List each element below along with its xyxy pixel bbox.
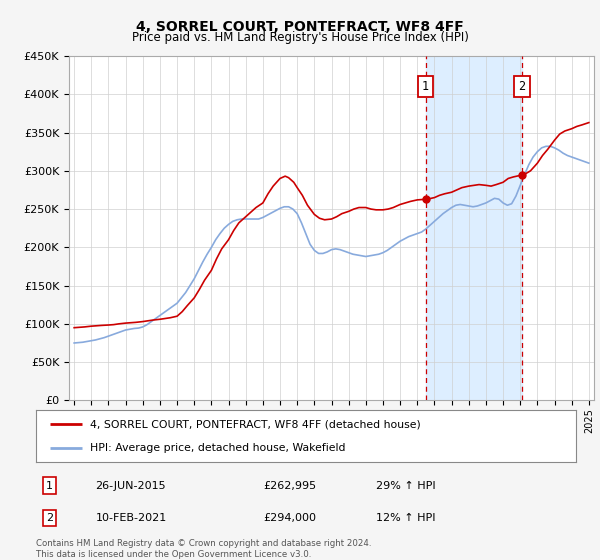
Text: 1: 1 xyxy=(46,480,53,491)
Text: £262,995: £262,995 xyxy=(263,480,316,491)
Text: 2: 2 xyxy=(46,513,53,523)
Text: £294,000: £294,000 xyxy=(263,513,316,523)
Text: 1: 1 xyxy=(422,80,429,93)
Text: Price paid vs. HM Land Registry's House Price Index (HPI): Price paid vs. HM Land Registry's House … xyxy=(131,31,469,44)
Text: HPI: Average price, detached house, Wakefield: HPI: Average price, detached house, Wake… xyxy=(90,443,346,453)
Bar xyxy=(425,56,522,400)
Text: 10-FEB-2021: 10-FEB-2021 xyxy=(95,513,167,523)
Text: 29% ↑ HPI: 29% ↑ HPI xyxy=(376,480,436,491)
Text: 12% ↑ HPI: 12% ↑ HPI xyxy=(376,513,436,523)
Text: 4, SORREL COURT, PONTEFRACT, WF8 4FF (detached house): 4, SORREL COURT, PONTEFRACT, WF8 4FF (de… xyxy=(90,419,421,430)
Text: 2: 2 xyxy=(518,80,526,93)
Text: Contains HM Land Registry data © Crown copyright and database right 2024.
This d: Contains HM Land Registry data © Crown c… xyxy=(36,539,371,559)
Text: 4, SORREL COURT, PONTEFRACT, WF8 4FF: 4, SORREL COURT, PONTEFRACT, WF8 4FF xyxy=(136,20,464,34)
Text: 26-JUN-2015: 26-JUN-2015 xyxy=(95,480,166,491)
